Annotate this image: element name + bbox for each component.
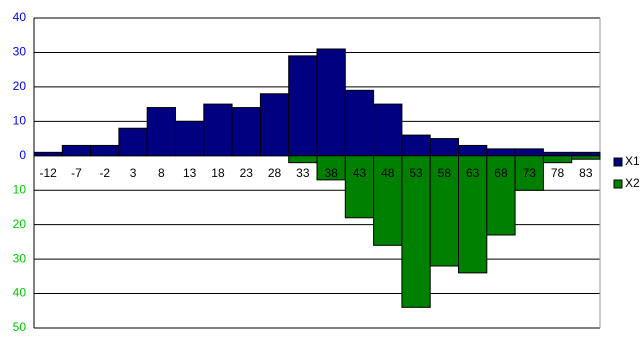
bar xyxy=(259,93,290,157)
bar xyxy=(571,155,601,160)
legend-swatch xyxy=(613,179,623,189)
x-tick-label: 43 xyxy=(353,166,367,180)
bar xyxy=(514,155,544,191)
y-tick-label: 10 xyxy=(13,182,27,196)
bar xyxy=(61,144,92,157)
legend-swatch xyxy=(613,157,623,167)
bar xyxy=(344,89,375,157)
bar xyxy=(486,155,516,236)
legend-label: X1 xyxy=(625,154,640,168)
bar xyxy=(458,155,488,274)
bar xyxy=(316,48,346,157)
bar xyxy=(401,134,431,157)
bar xyxy=(344,155,375,219)
bar xyxy=(542,155,573,164)
x-tick-label: 23 xyxy=(240,166,254,180)
x-tick-label: -7 xyxy=(71,166,82,180)
bar xyxy=(373,103,403,157)
bar xyxy=(316,155,346,181)
bar xyxy=(33,151,63,157)
y-tick-label: 10 xyxy=(13,114,27,128)
x-tick-label: -2 xyxy=(99,166,110,180)
x-tick-label: 48 xyxy=(381,166,395,180)
bar xyxy=(514,148,544,157)
bar xyxy=(146,107,176,157)
bar xyxy=(288,55,318,157)
y-tick-label: 30 xyxy=(13,45,27,59)
bar xyxy=(203,103,233,157)
bar xyxy=(429,155,460,267)
x-tick-label: 3 xyxy=(130,166,137,180)
x-tick-label: 73 xyxy=(523,166,537,180)
bar xyxy=(401,155,431,308)
x-tick-label: 53 xyxy=(409,166,423,180)
y-tick-label: 40 xyxy=(13,10,27,24)
x-tick-label: 8 xyxy=(158,166,165,180)
y-tick-label: 0 xyxy=(19,148,26,162)
y-tick-label: 30 xyxy=(13,251,27,265)
bar xyxy=(571,151,601,157)
bar xyxy=(373,155,403,246)
bar xyxy=(288,155,318,164)
x-tick-label: 83 xyxy=(579,166,593,180)
y-tick-label: 20 xyxy=(13,79,27,93)
y-tick-label: 50 xyxy=(13,320,27,334)
x-tick-label: 63 xyxy=(466,166,480,180)
x-tick-label: 18 xyxy=(211,166,225,180)
x-tick-label: 38 xyxy=(324,166,338,180)
y-tick-label: 20 xyxy=(13,217,27,231)
x-tick-label: 13 xyxy=(183,166,197,180)
bar xyxy=(458,144,488,157)
x-tick-label: -12 xyxy=(39,166,57,180)
x-tick-label: 33 xyxy=(296,166,310,180)
bar xyxy=(90,144,120,157)
x-tick-label: 58 xyxy=(438,166,452,180)
x-tick-label: 68 xyxy=(494,166,508,180)
bar xyxy=(429,138,460,157)
y-tick-label: 40 xyxy=(13,286,27,300)
x-tick-label: 28 xyxy=(268,166,282,180)
legend-label: X2 xyxy=(625,176,640,190)
bar xyxy=(542,151,573,157)
bar xyxy=(175,120,205,157)
bar xyxy=(231,107,261,157)
bar xyxy=(486,148,516,157)
x-tick-label: 78 xyxy=(551,166,565,180)
bar xyxy=(118,127,148,157)
